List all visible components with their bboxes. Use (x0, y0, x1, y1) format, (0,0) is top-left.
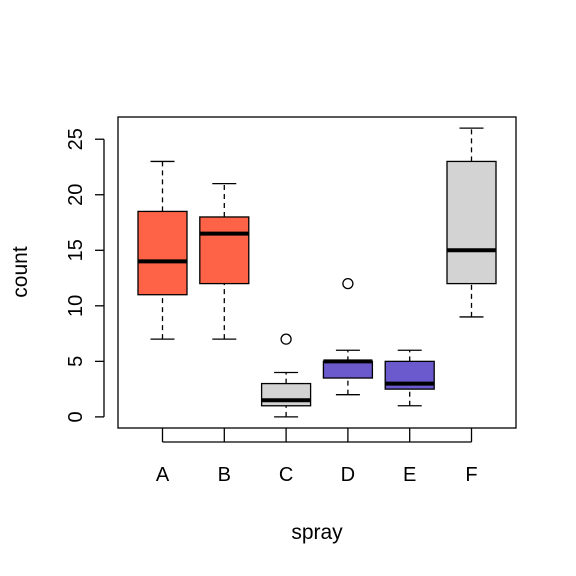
y-tick-label: 0 (65, 411, 87, 422)
box-D (322, 277, 374, 396)
y-axis-title: count (9, 246, 32, 298)
y-tick-label: 15 (65, 239, 87, 261)
plot-frame (117, 116, 517, 429)
box-iqr (446, 160, 497, 285)
outlier-point (280, 333, 292, 345)
x-axis: A B C D E F (156, 428, 478, 486)
box-F (446, 127, 497, 318)
x-tick-label: B (218, 464, 231, 486)
box-E (384, 349, 435, 407)
box-iqr (260, 382, 312, 407)
x-tick-label: E (403, 464, 416, 486)
y-tick-label: 20 (65, 184, 87, 206)
x-tick-label: C (279, 464, 293, 486)
box-B (199, 182, 250, 340)
x-tick-label: F (465, 464, 477, 486)
outlier-point (342, 277, 354, 290)
box-A (137, 160, 188, 340)
box-iqr (322, 360, 374, 379)
y-tick-label: 5 (65, 356, 87, 367)
box-iqr (199, 216, 250, 285)
box-C (260, 333, 312, 418)
y-axis: 0 5 10 15 20 25 (65, 128, 105, 422)
x-axis-title: spray (291, 521, 343, 544)
box-iqr (137, 210, 188, 296)
y-tick-label: 25 (65, 128, 87, 150)
x-tick-label: D (341, 464, 355, 486)
x-tick-label: A (156, 464, 170, 486)
boxes-layer (137, 127, 497, 418)
y-tick-label: 10 (65, 295, 87, 317)
